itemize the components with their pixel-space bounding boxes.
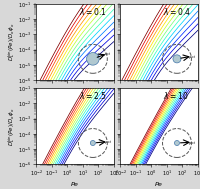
Text: $\lambda = 2.5$: $\lambda = 2.5$ — [79, 90, 107, 101]
Text: $\lambda = 0.1$: $\lambda = 0.1$ — [79, 6, 106, 17]
Text: $\lambda = 10$: $\lambda = 10$ — [163, 90, 188, 101]
X-axis label: $Pe$: $Pe$ — [70, 180, 80, 188]
Text: $\lambda = 0.4$: $\lambda = 0.4$ — [163, 6, 191, 17]
Y-axis label: $D_L^{\rm kin}(Pe) / D_o\, \phi_o$: $D_L^{\rm kin}(Pe) / D_o\, \phi_o$ — [6, 23, 17, 61]
X-axis label: $Pe$: $Pe$ — [154, 180, 164, 188]
Y-axis label: $D_L^{\rm kin}(Pe) / D_o\, \phi_o$: $D_L^{\rm kin}(Pe) / D_o\, \phi_o$ — [6, 107, 17, 146]
